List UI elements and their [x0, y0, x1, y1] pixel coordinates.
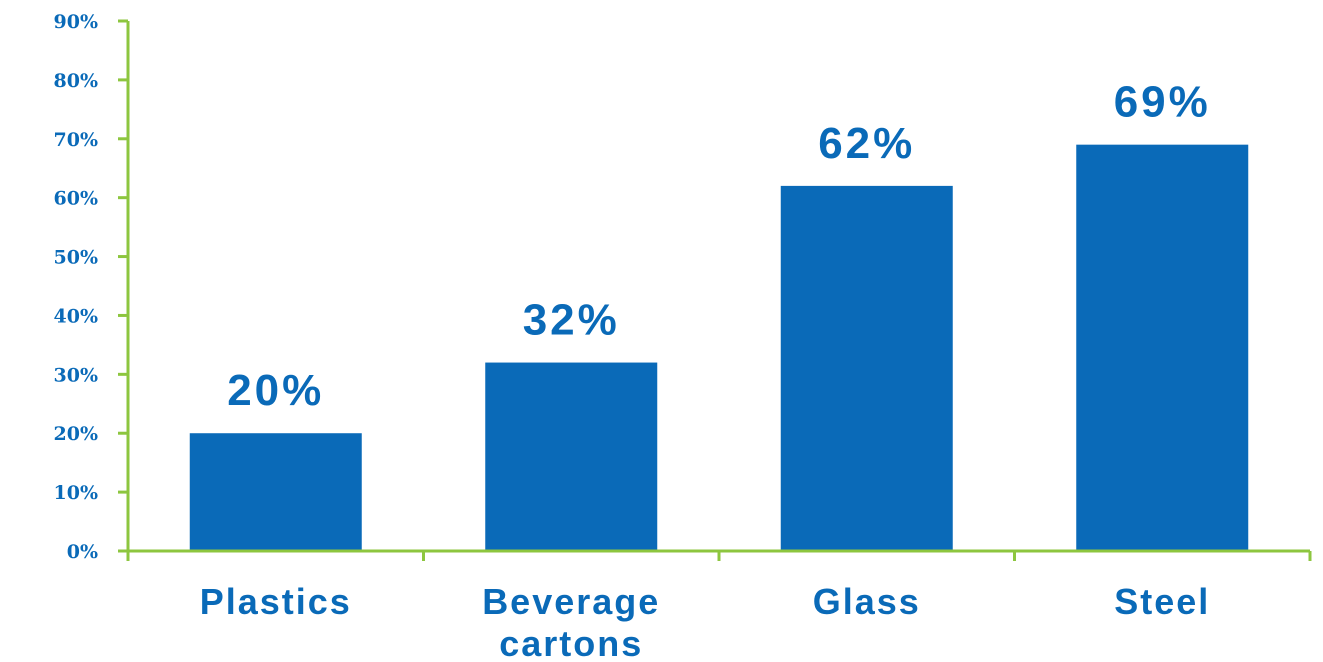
y-tick-label: 30% — [54, 364, 99, 386]
y-tick-label: 40% — [54, 305, 99, 327]
bar — [1076, 144, 1249, 551]
data-label: 20% — [227, 366, 324, 415]
bar — [189, 433, 362, 551]
y-tick-label: 60% — [54, 188, 99, 210]
x-tick-label: Steel — [1114, 581, 1210, 622]
y-tick-label: 80% — [54, 70, 99, 92]
y-tick-label: 10% — [54, 482, 99, 504]
y-tick-label: 0% — [67, 541, 98, 563]
x-tick-label: Beverage cartons — [482, 581, 660, 662]
data-label: 32% — [523, 296, 620, 345]
x-tick-label: Glass — [813, 581, 921, 622]
x-tick-label: Plastics — [200, 581, 352, 622]
bars — [189, 144, 1249, 551]
x-axis-ticks: Plastics Beverage cartons Glass Steel — [200, 581, 1210, 662]
data-labels: 20% 32% 62% 69% — [227, 78, 1211, 416]
data-label: 62% — [818, 119, 915, 168]
axes — [126, 21, 1312, 561]
y-axis-ticks: 0% 10% 20% 30% 40% 50% 60% 70% 80% 90% — [54, 11, 128, 563]
y-tick-label: 20% — [54, 423, 99, 445]
bar — [780, 185, 953, 551]
bar — [485, 362, 658, 551]
y-tick-label: 70% — [54, 129, 99, 151]
y-tick-label: 50% — [54, 247, 99, 269]
data-label: 69% — [1114, 78, 1211, 127]
y-tick-label: 90% — [54, 11, 99, 33]
